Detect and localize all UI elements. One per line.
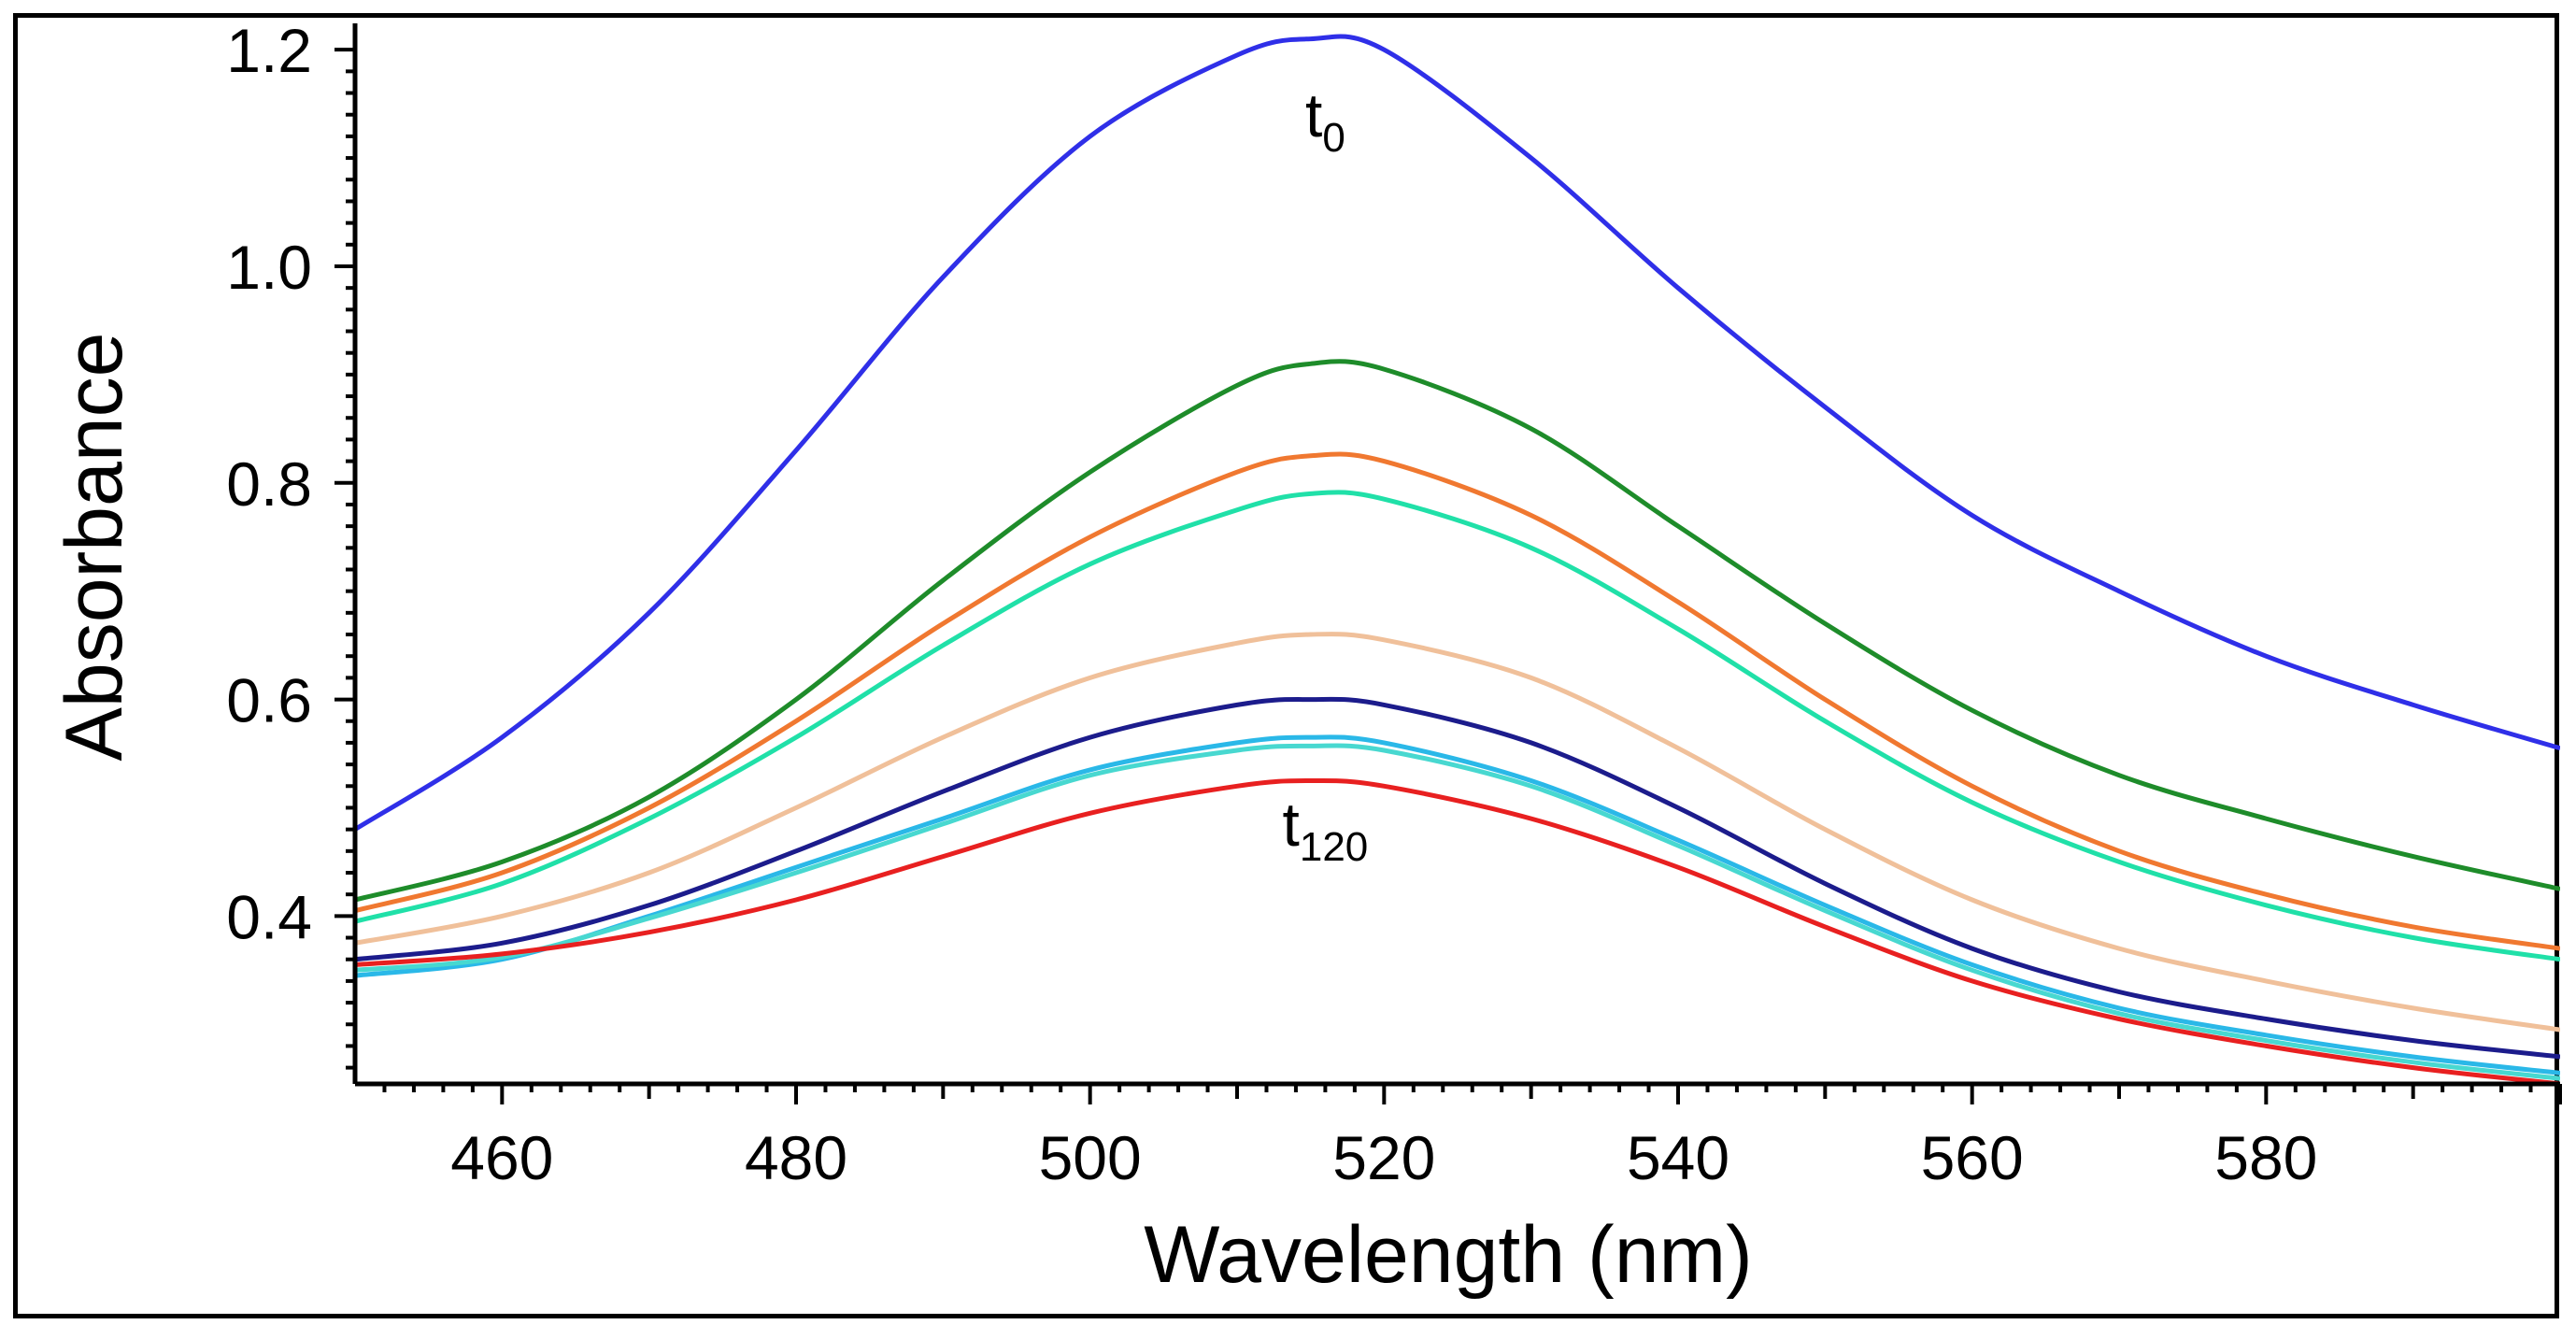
- y-tick-label: 1.2: [226, 16, 312, 85]
- series-line-5: [355, 632, 2560, 1033]
- series-line-9: [355, 777, 2560, 1084]
- y-tick-label: 0.8: [226, 449, 312, 519]
- chart-frame: [13, 13, 2559, 1318]
- x-tick-label: 520: [1332, 1123, 1435, 1192]
- series-line-3: [355, 451, 2560, 951]
- curve-annotation-first: t0: [1305, 80, 1345, 161]
- series-line-2: [355, 359, 2560, 903]
- y-axis-title: Absorbance: [50, 333, 139, 762]
- series-line-7: [355, 734, 2560, 1075]
- ticks-layer: [334, 48, 2562, 1104]
- series-line-1: [355, 34, 2560, 832]
- y-tick-label: 1.0: [226, 233, 312, 302]
- annotations-layer: t0 t120: [1283, 80, 1369, 870]
- y-tick-label: 0.4: [226, 882, 312, 951]
- x-axis-title: Wavelength (nm): [1144, 1210, 1753, 1300]
- tick-labels-layer: 460 480 500 520 540 560 580 0.4 0.6 0.8 1.0 1.2: [226, 16, 2317, 1192]
- x-tick-label: 480: [745, 1123, 847, 1192]
- x-tick-label: 460: [450, 1123, 553, 1192]
- x-tick-label: 500: [1039, 1123, 1142, 1192]
- series-line-4: [355, 490, 2560, 962]
- x-tick-label: 580: [2214, 1123, 2317, 1192]
- series-line-6: [355, 696, 2560, 1060]
- series-line-8: [355, 743, 2560, 1081]
- x-tick-label: 540: [1627, 1123, 1729, 1192]
- series-layer: [355, 34, 2560, 1084]
- curve-annotation-last: t120: [1283, 790, 1369, 870]
- y-tick-label: 0.6: [226, 666, 312, 735]
- x-tick-label: 560: [1921, 1123, 2024, 1192]
